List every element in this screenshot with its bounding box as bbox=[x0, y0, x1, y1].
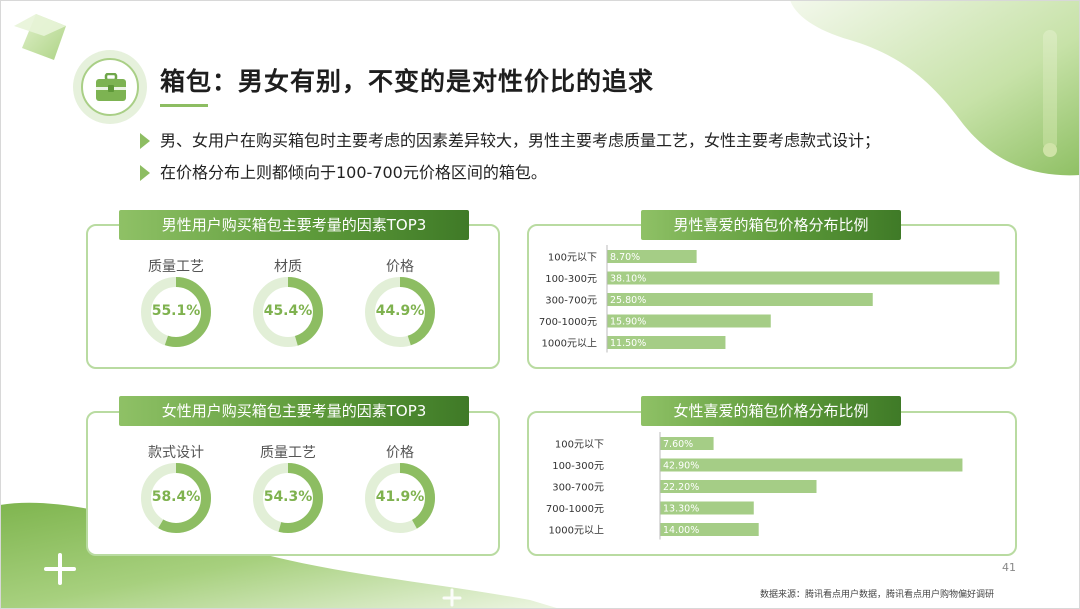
page-title: 箱包：男女有别，不变的是对性价比的追求 bbox=[160, 67, 655, 96]
bar-category-label: 300-700元 bbox=[552, 483, 604, 494]
bar-category-label: 100元以下 bbox=[555, 440, 604, 451]
factor-label: 质量工艺 bbox=[148, 259, 204, 275]
factor-donut bbox=[365, 277, 435, 347]
bar-value-label: 11.50% bbox=[610, 338, 646, 349]
bar-value-label: 7.60% bbox=[663, 439, 693, 450]
plus-icon bbox=[44, 553, 76, 585]
factor-label: 材质 bbox=[274, 259, 302, 275]
donut-arc bbox=[141, 277, 211, 347]
bar bbox=[607, 293, 873, 306]
bar-value-label: 22.20% bbox=[663, 482, 699, 493]
donut-arc bbox=[253, 277, 323, 347]
factor-value: 41.9% bbox=[375, 489, 425, 505]
bar bbox=[607, 336, 726, 349]
factor-donut bbox=[141, 277, 211, 347]
bar-category-label: 1000元以上 bbox=[549, 525, 604, 537]
bar-category-label: 100-300元 bbox=[552, 461, 604, 472]
male-price-bar-chart: 100元以下 8.70% 100-300元 38.10% 300-700元 25.80% 7… bbox=[527, 245, 1017, 359]
cube-icon bbox=[14, 14, 66, 60]
factor-value: 55.1% bbox=[151, 303, 201, 319]
bar-value-label: 13.30% bbox=[663, 504, 699, 515]
bar-value-label: 25.80% bbox=[610, 295, 646, 306]
bar bbox=[607, 314, 771, 328]
factor-donut bbox=[141, 463, 211, 533]
bar-category-label: 700-1000元 bbox=[539, 317, 597, 328]
briefcase-icon bbox=[96, 73, 126, 101]
donut-arc bbox=[365, 463, 435, 533]
bullet-arrow-icon bbox=[140, 133, 150, 149]
factor-value: 58.4% bbox=[151, 489, 201, 505]
bar bbox=[607, 271, 1000, 285]
bar-value-label: 8.70% bbox=[610, 252, 640, 263]
factor-value: 54.3% bbox=[263, 489, 313, 505]
bullet-text: 男、女用户在购买箱包时主要考虑的因素差异较大，男性主要考虑质量工艺，女性主要考虑… bbox=[160, 131, 881, 150]
factor-label: 质量工艺 bbox=[260, 445, 316, 461]
bar-value-label: 14.00% bbox=[663, 525, 699, 536]
factor-donut bbox=[253, 277, 323, 347]
bar-category-label: 1000元以上 bbox=[542, 338, 597, 350]
factor-label: 价格 bbox=[386, 259, 414, 275]
title-underline bbox=[160, 104, 208, 107]
bar-value-label: 38.10% bbox=[610, 274, 646, 285]
bullet-1: 男、女用户在购买箱包时主要考虑的因素差异较大，男性主要考虑质量工艺，女性主要考虑… bbox=[140, 127, 880, 151]
female-price-bar-chart: 100元以下 7.60% 100-300元 42.90% 300-700元 22.20% 7… bbox=[527, 432, 1017, 546]
bar bbox=[660, 480, 817, 493]
factor-donut bbox=[365, 463, 435, 533]
bar bbox=[660, 523, 759, 536]
female-factors-header: 女性用户购买箱包主要考量的因素TOP3 bbox=[119, 396, 469, 426]
title-icon-badge bbox=[73, 50, 147, 124]
bar-category-label: 300-700元 bbox=[545, 296, 597, 307]
bar-value-label: 42.90% bbox=[663, 461, 699, 472]
decor-bar bbox=[1043, 30, 1057, 150]
factor-value: 45.4% bbox=[263, 303, 313, 319]
bar bbox=[660, 437, 714, 450]
factor-donut bbox=[253, 463, 323, 533]
bar bbox=[607, 250, 697, 263]
bar bbox=[660, 501, 754, 515]
bar-value-label: 15.90% bbox=[610, 317, 646, 328]
factor-label: 价格 bbox=[386, 445, 414, 461]
bar-category-label: 100-300元 bbox=[545, 274, 597, 285]
donut-arc bbox=[141, 463, 211, 533]
bullet-text: 在价格分布上则都倾向于100-700元价格区间的箱包。 bbox=[160, 163, 547, 182]
male-price-header: 男性喜爱的箱包价格分布比例 bbox=[641, 210, 901, 240]
page-number: 41 bbox=[1002, 561, 1016, 574]
bullet-arrow-icon bbox=[140, 165, 150, 181]
bar-chart-svg: 100元以下 7.60% 100-300元 42.90% 300-700元 22.20% 7… bbox=[546, 432, 963, 540]
donut-arc bbox=[253, 463, 323, 533]
data-source: 数据来源：腾讯看点用户数据，腾讯看点用户购物偏好调研 bbox=[760, 590, 995, 600]
male-factors-header: 男性用户购买箱包主要考量的因素TOP3 bbox=[119, 210, 469, 240]
female-price-header: 女性喜爱的箱包价格分布比例 bbox=[641, 396, 901, 426]
factor-value: 44.9% bbox=[375, 303, 425, 319]
bullet-2: 在价格分布上则都倾向于100-700元价格区间的箱包。 bbox=[140, 159, 547, 183]
donut-arc bbox=[365, 277, 435, 347]
bar-chart-svg: 100元以下 8.70% 100-300元 38.10% 300-700元 25.80% 7… bbox=[539, 245, 1000, 353]
factor-label: 款式设计 bbox=[148, 445, 204, 461]
bar-category-label: 700-1000元 bbox=[546, 504, 604, 515]
bar-category-label: 100元以下 bbox=[548, 253, 597, 264]
bar bbox=[660, 458, 963, 472]
